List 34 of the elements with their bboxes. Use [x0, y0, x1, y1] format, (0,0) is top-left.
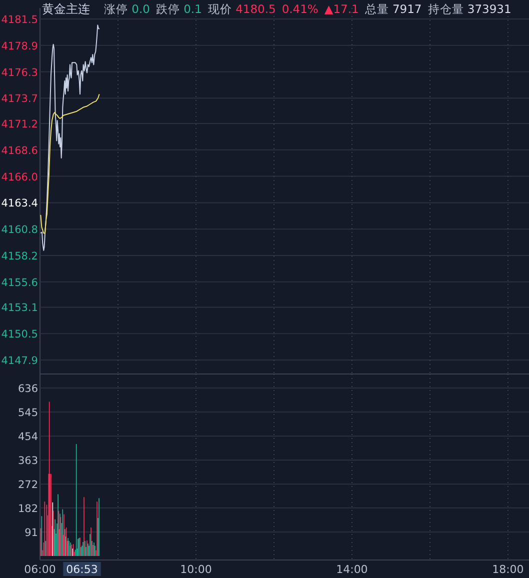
- y-tick-label: 454: [18, 431, 38, 444]
- y-tick-label: 4153.1: [1, 302, 38, 314]
- text: 持仓量 373931: [428, 2, 512, 16]
- y-tick-label: 4147.9: [1, 355, 38, 367]
- y-tick-label: 4155.6: [1, 276, 38, 289]
- y-tick-label: 4178.9: [1, 40, 38, 52]
- y-tick-label: 363: [18, 455, 38, 468]
- x-tick-label: 14:00: [336, 563, 368, 576]
- y-tick-label: 4160.8: [1, 224, 38, 236]
- chart-title: 黄金主连: [42, 2, 90, 16]
- text: 现价 4180.5: [208, 2, 276, 16]
- y-tick-label: 636: [18, 383, 38, 395]
- y-tick-label: 91: [24, 526, 38, 539]
- y-tick-label: 4163.4: [1, 198, 38, 210]
- text: 涨停 0.0: [104, 2, 150, 16]
- text: 06:53: [66, 563, 98, 576]
- y-tick-label: 4168.6: [1, 144, 38, 157]
- y-tick-label: 4176.3: [1, 66, 38, 79]
- text: 0.41%: [282, 2, 318, 16]
- text: ▲17.1: [324, 2, 359, 16]
- x-tick-label: 10:00: [180, 563, 212, 576]
- y-tick-label: 182: [18, 502, 38, 515]
- y-tick-label: 4158.2: [1, 250, 38, 262]
- y-tick-label: 4173.7: [1, 93, 38, 106]
- y-tick-label: 272: [18, 479, 38, 492]
- x-tick-label: 18:00: [492, 563, 524, 576]
- y-tick-label: 4181.5: [1, 14, 38, 26]
- y-tick-label: 545: [18, 407, 38, 420]
- text: 总量 7917: [364, 2, 422, 16]
- y-tick-label: 4166.0: [1, 171, 38, 184]
- y-tick-label: 4150.5: [1, 328, 38, 341]
- x-tick-label: 06:00: [24, 563, 56, 576]
- text: 跌停 0.1: [156, 2, 202, 16]
- y-tick-label: 4171.2: [1, 118, 38, 131]
